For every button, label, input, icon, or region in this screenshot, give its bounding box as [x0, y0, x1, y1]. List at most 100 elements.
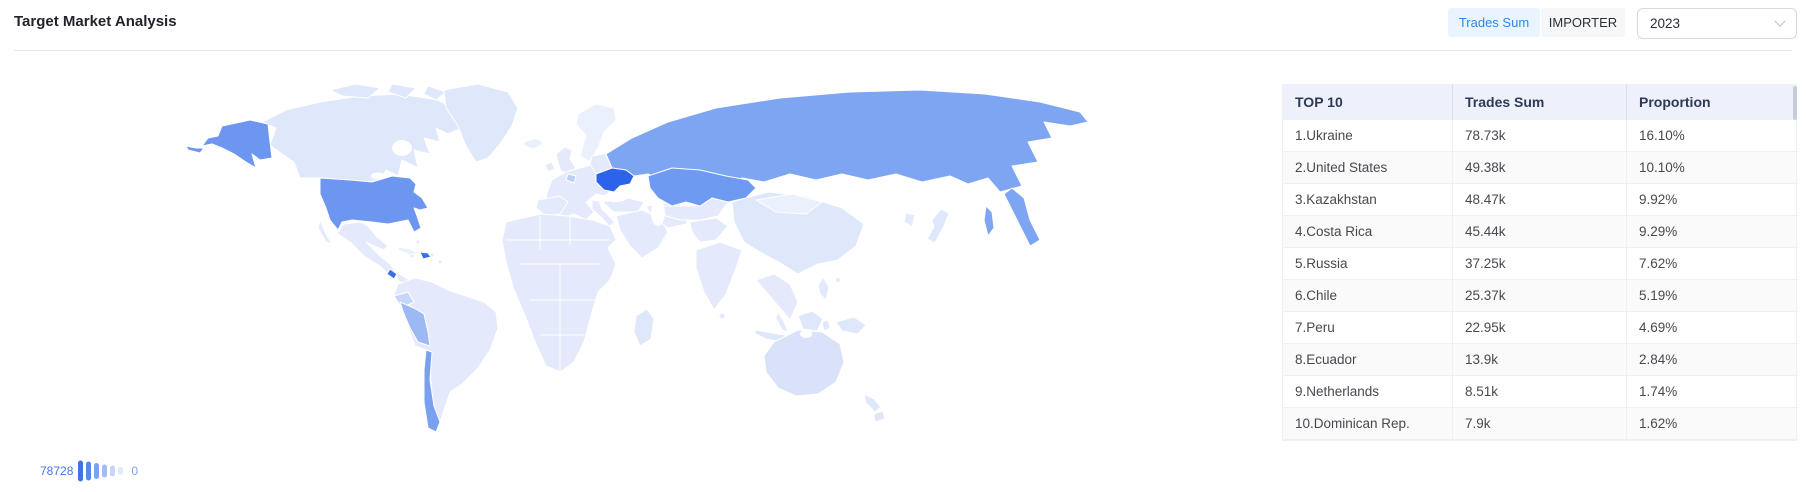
country-united-states[interactable] [319, 175, 429, 233]
country-russia-sakhalin[interactable] [983, 205, 995, 237]
region-africa [501, 213, 617, 373]
trades-sum-cell: 48.47k [1453, 184, 1627, 216]
region-new-zealand [873, 410, 886, 423]
hudson-bay [392, 140, 412, 156]
country-cell: 4.Costa Rica [1283, 216, 1453, 248]
table-row: 1.Ukraine 78.73k 16.10% [1283, 120, 1798, 152]
column-header-top10: TOP 10 [1283, 84, 1453, 120]
page-title: Target Market Analysis [14, 13, 177, 30]
country-cell: 3.Kazakhstan [1283, 184, 1453, 216]
region-malay-peninsula [775, 311, 789, 333]
region-iberia [535, 195, 569, 217]
country-dominican-republic[interactable] [419, 251, 432, 260]
region-canada [261, 93, 463, 183]
region-afghanistan-pakistan [689, 217, 729, 243]
region-mexico [329, 221, 397, 277]
region-caribbean-island [409, 253, 415, 259]
legend-min-value: 0 [131, 464, 139, 478]
region-new-guinea [835, 316, 867, 335]
importer-toggle-button[interactable]: IMPORTER [1541, 8, 1625, 37]
country-costa-rica[interactable] [386, 268, 398, 280]
region-sri-lanka [718, 312, 726, 320]
region-ireland [544, 161, 556, 173]
region-india [695, 241, 743, 311]
country-cell: 9.Netherlands [1283, 376, 1453, 408]
proportion-cell: 9.92% [1627, 184, 1798, 216]
table-row: 3.Kazakhstan 48.47k 9.92% [1283, 184, 1798, 216]
country-ukraine[interactable] [595, 167, 635, 193]
table-row: 8.Ecuador 13.9k 2.84% [1283, 344, 1798, 376]
header-divider [14, 50, 1792, 51]
region-iceland [523, 137, 545, 150]
region-philippines [817, 276, 830, 301]
trades-sum-cell: 13.9k [1453, 344, 1627, 376]
country-cell: 6.Chile [1283, 280, 1453, 312]
country-united-states-aleutians[interactable] [185, 145, 205, 154]
country-cell: 1.Ukraine [1283, 120, 1453, 152]
trades-sum-cell: 22.95k [1453, 312, 1627, 344]
caspian-sea [651, 200, 665, 226]
country-kazakhstan[interactable] [647, 167, 757, 207]
table-scrollbar[interactable] [1793, 86, 1797, 120]
country-cell: 8.Ecuador [1283, 344, 1453, 376]
gulf-of-carpentaria [800, 330, 812, 338]
table-row: 4.Costa Rica 45.44k 9.29% [1283, 216, 1798, 248]
trades-sum-cell: 37.25k [1453, 248, 1627, 280]
country-cell: 10.Dominican Rep. [1283, 408, 1453, 440]
country-cell: 5.Russia [1283, 248, 1453, 280]
country-russia-kamchatka[interactable] [1003, 187, 1041, 247]
region-japan [926, 208, 950, 244]
country-peru[interactable] [399, 301, 431, 347]
trades-sum-cell: 45.44k [1453, 216, 1627, 248]
table-row: 2.United States 49.38k 10.10% [1283, 152, 1798, 184]
proportion-cell: 7.62% [1627, 248, 1798, 280]
proportion-cell: 10.10% [1627, 152, 1798, 184]
proportion-cell: 1.74% [1627, 376, 1798, 408]
map-legend: 78728 0 [40, 458, 138, 484]
table-row: 7.Peru 22.95k 4.69% [1283, 312, 1798, 344]
country-chile[interactable] [423, 349, 441, 433]
view-toggle: Trades Sum IMPORTER [1448, 8, 1625, 37]
region-taiwan [835, 277, 841, 283]
black-sea [604, 192, 628, 202]
proportion-cell: 2.84% [1627, 344, 1798, 376]
column-header-trades-sum: Trades Sum [1453, 84, 1627, 120]
table-row: 6.Chile 25.37k 5.19% [1283, 280, 1798, 312]
table-row: 9.Netherlands 8.51k 1.74% [1283, 376, 1798, 408]
column-header-proportion: Proportion [1639, 94, 1711, 110]
region-new-zealand [863, 393, 882, 413]
proportion-cell: 16.10% [1627, 120, 1798, 152]
region-caribbean-island [437, 259, 443, 265]
country-netherlands[interactable] [565, 173, 577, 184]
table-row: 10.Dominican Rep. 7.9k 1.62% [1283, 408, 1798, 440]
region-borneo [797, 310, 824, 332]
trades-sum-cell: 25.37k [1453, 280, 1627, 312]
top10-table: TOP 10 Trades Sum Proportion 1.Ukraine 7… [1282, 84, 1798, 441]
country-united-states-alaska[interactable] [201, 119, 273, 169]
table-header-row: TOP 10 Trades Sum Proportion [1283, 84, 1796, 120]
proportion-cell: 9.29% [1627, 216, 1798, 248]
region-cuba [397, 246, 419, 256]
region-china [731, 191, 865, 275]
proportion-cell: 1.62% [1627, 408, 1798, 440]
region-arctic-islands [423, 85, 447, 101]
legend-max-value: 78728 [40, 464, 74, 478]
table-row: 5.Russia 37.25k 7.62% [1283, 248, 1798, 280]
region-scandinavia [575, 103, 617, 163]
region-italy [591, 199, 616, 227]
trades-sum-cell: 49.38k [1453, 152, 1627, 184]
great-lakes [371, 172, 385, 180]
country-ecuador[interactable] [393, 291, 415, 309]
region-caribbean-island [415, 239, 421, 245]
region-arctic-islands [329, 83, 381, 99]
trades-sum-toggle-button[interactable]: Trades Sum [1448, 8, 1540, 37]
region-sulawesi [821, 319, 831, 332]
region-australia [763, 329, 845, 397]
region-uk [555, 146, 577, 175]
region-baja [317, 219, 333, 245]
trades-sum-cell: 7.9k [1453, 408, 1627, 440]
region-korea [903, 212, 916, 228]
trades-sum-cell: 8.51k [1453, 376, 1627, 408]
year-dropdown[interactable]: 2023 [1637, 8, 1797, 39]
country-cell: 2.United States [1283, 152, 1453, 184]
